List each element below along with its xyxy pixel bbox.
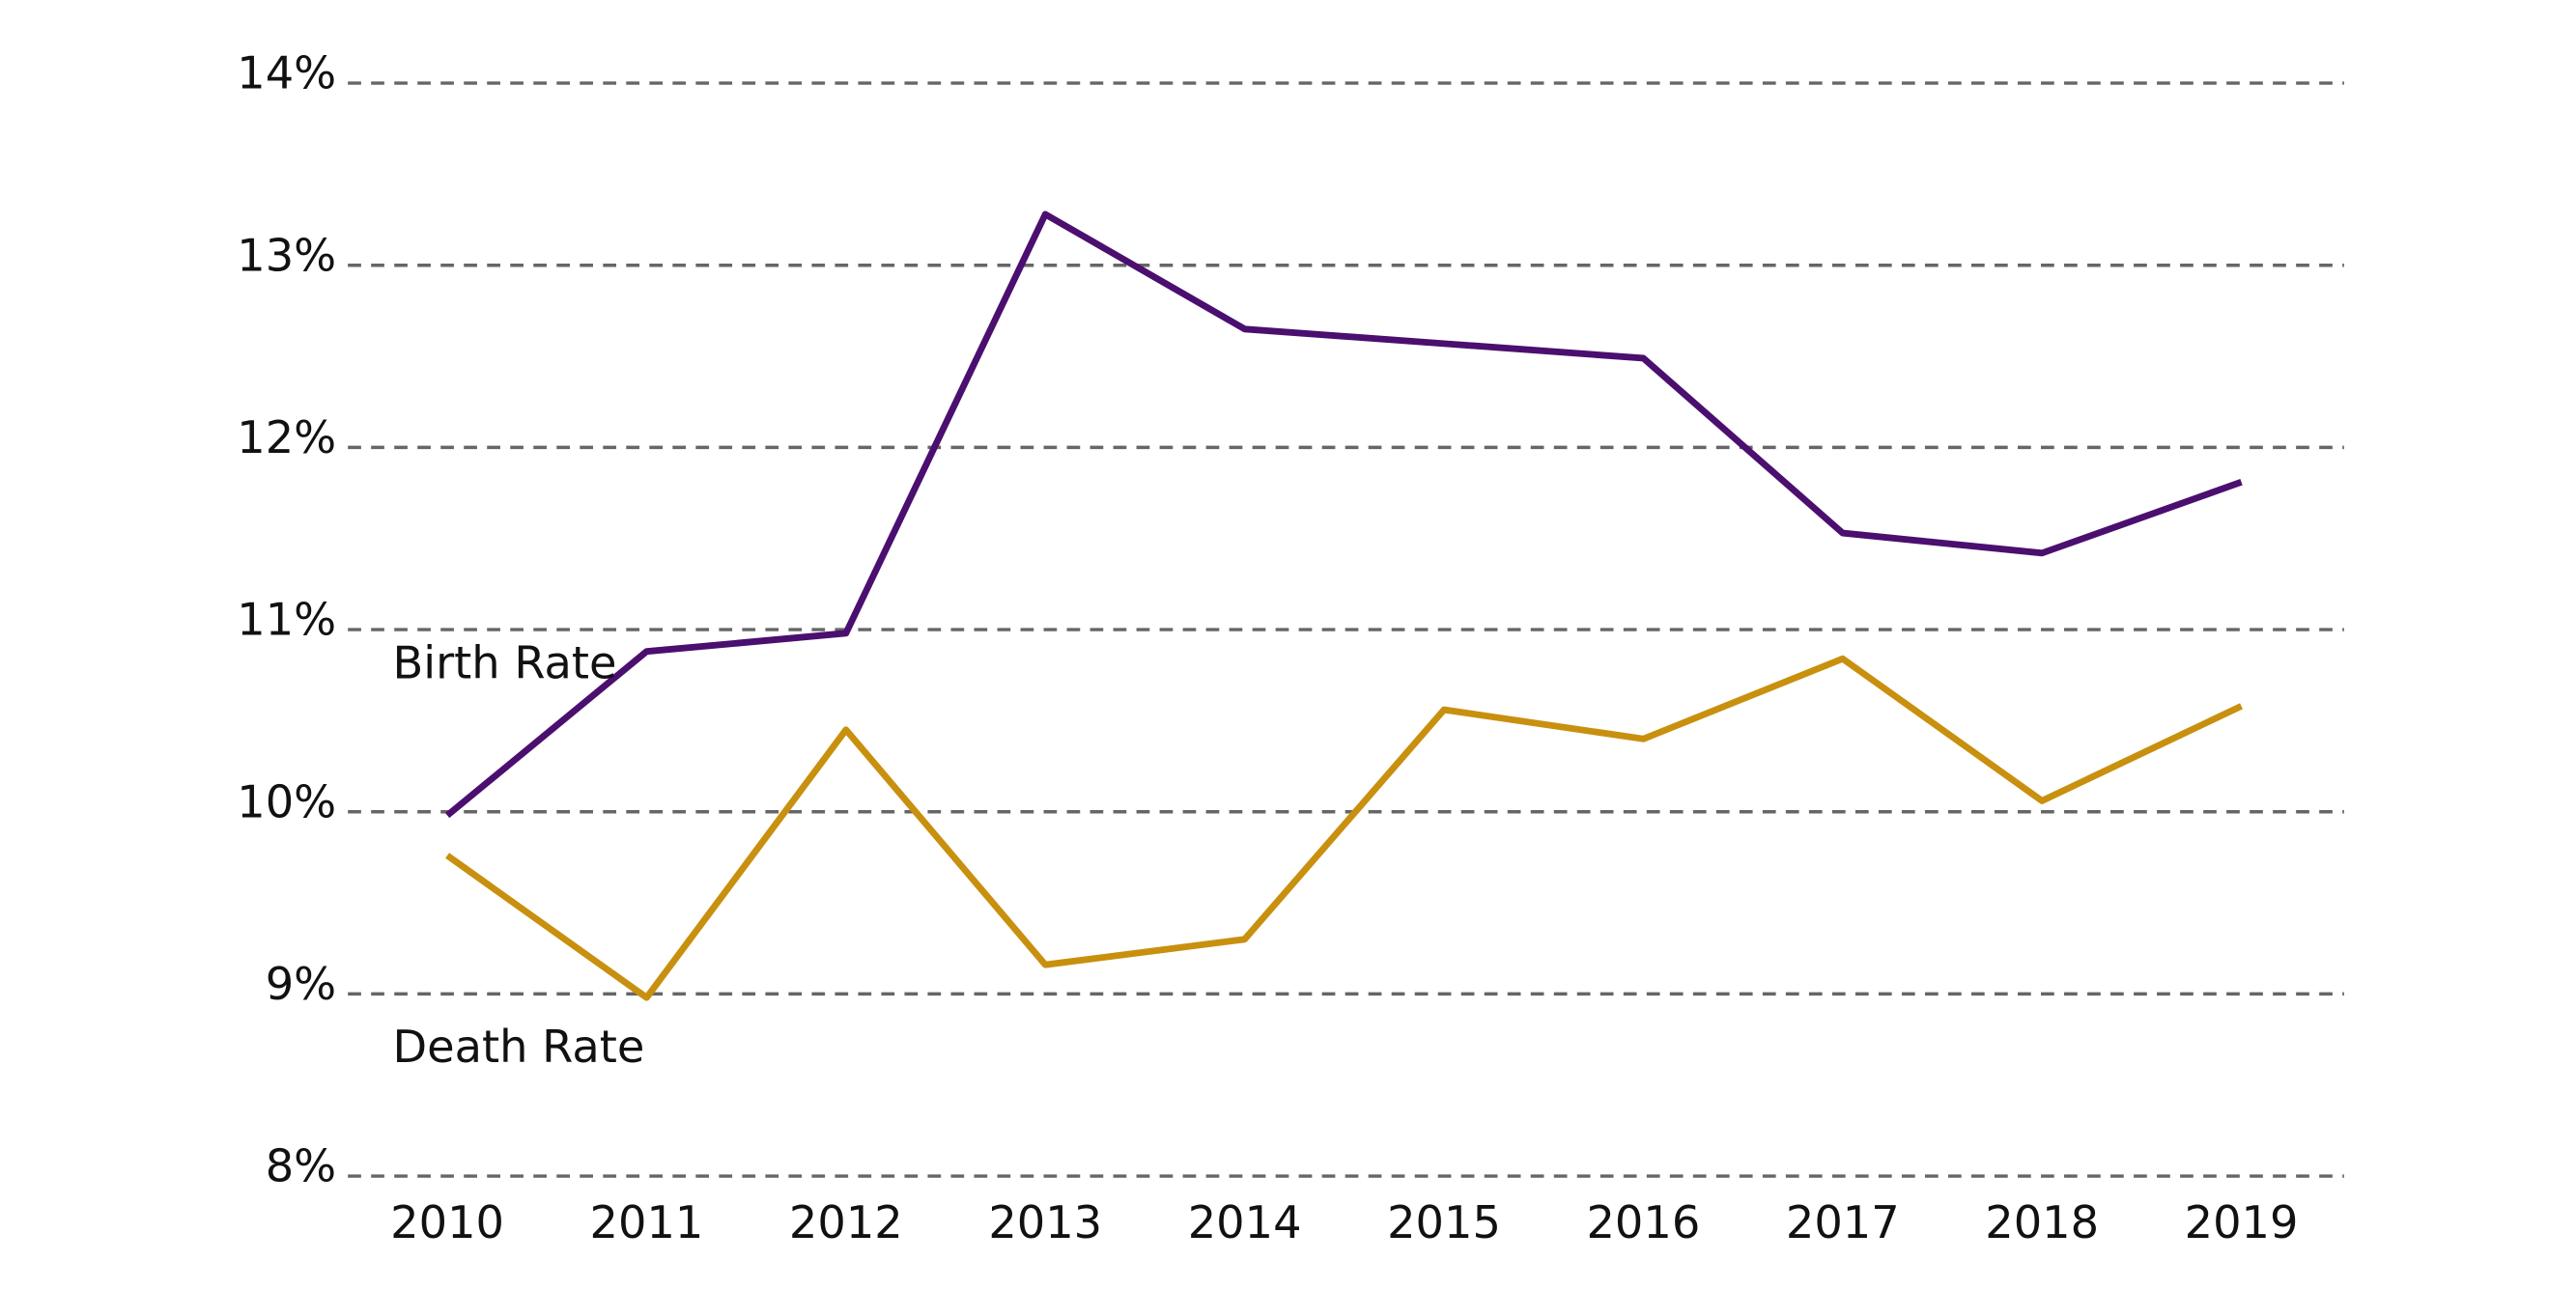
series-line — [445, 655, 2244, 1001]
x-tick-label: 2017 — [1786, 1196, 1900, 1248]
y-tick-label: 12% — [237, 411, 336, 463]
x-tick-label: 2019 — [2185, 1196, 2299, 1248]
y-tick-label: 13% — [237, 229, 336, 281]
x-tick-label: 2012 — [789, 1196, 903, 1248]
x-tick-label: 2011 — [590, 1196, 704, 1248]
series-line — [444, 210, 2243, 819]
x-tick-label: 2015 — [1387, 1196, 1501, 1248]
x-tick-label: 2013 — [988, 1196, 1102, 1248]
y-tick-label: 14% — [237, 47, 336, 99]
x-tick-label: 2014 — [1188, 1196, 1302, 1248]
y-tick-label: 11% — [237, 594, 336, 646]
y-tick-label: 10% — [237, 775, 336, 827]
x-tick-label: 2016 — [1586, 1196, 1700, 1248]
y-tick-label: 8% — [266, 1140, 336, 1192]
x-tick-label: 2018 — [1985, 1196, 2099, 1248]
series-label: Birth Rate — [392, 636, 616, 688]
y-tick-label: 9% — [266, 958, 336, 1010]
series-label: Death Rate — [392, 1021, 644, 1073]
x-tick-label: 2010 — [390, 1196, 504, 1248]
